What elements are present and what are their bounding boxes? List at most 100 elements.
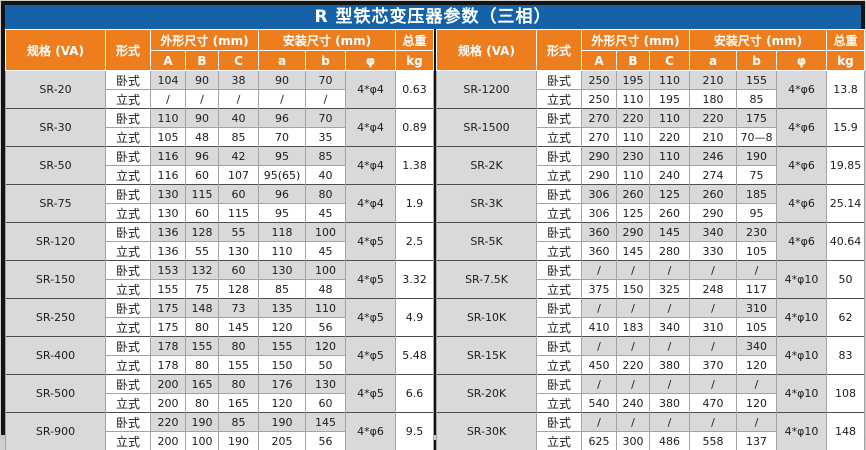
dim-cell: 165 bbox=[219, 394, 259, 413]
dim-cell: 340 bbox=[690, 223, 737, 242]
spec-cell: SR-3K bbox=[437, 185, 537, 223]
weight-cell: 83 bbox=[827, 337, 865, 375]
dim-cell: 70—8 bbox=[737, 128, 777, 147]
dim-cell: 120 bbox=[259, 318, 306, 337]
dim-cell: 60 bbox=[219, 185, 259, 204]
phi-cell: 4*φ4 bbox=[346, 109, 396, 147]
dim-cell: 486 bbox=[650, 432, 690, 450]
dim-cell: 60 bbox=[186, 204, 219, 223]
dim-cell: / bbox=[690, 261, 737, 280]
dim-cell: 155 bbox=[151, 280, 186, 299]
dim-cell: 220 bbox=[690, 109, 737, 128]
form-cell-horizontal: 卧式 bbox=[537, 109, 582, 128]
dim-cell: 80 bbox=[186, 318, 219, 337]
form-cell-vertical: 立式 bbox=[106, 204, 151, 223]
phi-cell: 4*φ5 bbox=[346, 299, 396, 337]
dim-cell: 145 bbox=[219, 318, 259, 337]
col-header-weight: 总重 bbox=[827, 30, 865, 51]
dim-cell: 195 bbox=[617, 71, 650, 90]
dim-cell: / bbox=[186, 90, 219, 109]
phi-cell: 4*φ10 bbox=[777, 337, 827, 375]
dim-cell: 155 bbox=[186, 337, 219, 356]
dim-cell: / bbox=[737, 261, 777, 280]
dim-cell: 450 bbox=[582, 356, 617, 375]
dim-cell: 165 bbox=[186, 375, 219, 394]
dim-cell: 145 bbox=[650, 223, 690, 242]
dim-cell: 153 bbox=[151, 261, 186, 280]
dim-cell: / bbox=[617, 337, 650, 356]
dim-cell: 240 bbox=[617, 394, 650, 413]
dim-cell: 120 bbox=[737, 394, 777, 413]
dim-cell: 70 bbox=[306, 71, 346, 90]
col-header-weight: 总重 bbox=[396, 30, 434, 51]
dim-cell: 110 bbox=[650, 147, 690, 166]
dim-cell: 120 bbox=[737, 356, 777, 375]
phi-cell: 4*φ4 bbox=[346, 185, 396, 223]
form-cell-vertical: 立式 bbox=[106, 356, 151, 375]
weight-cell: 15.9 bbox=[827, 109, 865, 147]
dim-cell: / bbox=[582, 299, 617, 318]
phi-cell: 4*φ6 bbox=[346, 413, 396, 450]
dim-cell: 96 bbox=[186, 147, 219, 166]
dim-cell: / bbox=[582, 413, 617, 432]
dim-cell: / bbox=[617, 299, 650, 318]
dim-cell: 85 bbox=[219, 413, 259, 432]
dim-cell: 104 bbox=[151, 71, 186, 90]
dim-cell: 116 bbox=[151, 147, 186, 166]
dim-cell: 110 bbox=[617, 166, 650, 185]
dim-cell: 96 bbox=[259, 109, 306, 128]
dim-cell: 105 bbox=[737, 318, 777, 337]
dim-cell: 150 bbox=[259, 356, 306, 375]
dim-cell: / bbox=[650, 375, 690, 394]
dim-cell: 195 bbox=[650, 90, 690, 109]
col-header-phi: φ bbox=[777, 51, 827, 71]
dim-cell: 130 bbox=[259, 261, 306, 280]
col-header-form: 形式 bbox=[537, 30, 582, 71]
phi-cell: 4*φ5 bbox=[346, 261, 396, 299]
dim-cell: 558 bbox=[690, 432, 737, 450]
dim-cell: 137 bbox=[737, 432, 777, 450]
dim-cell: 180 bbox=[690, 90, 737, 109]
dim-cell: / bbox=[219, 90, 259, 109]
form-cell-horizontal: 卧式 bbox=[537, 375, 582, 394]
phi-cell: 4*φ6 bbox=[777, 71, 827, 109]
weight-cell: 13.8 bbox=[827, 71, 865, 109]
form-cell-horizontal: 卧式 bbox=[106, 299, 151, 318]
form-cell-vertical: 立式 bbox=[537, 432, 582, 450]
form-cell-horizontal: 卧式 bbox=[106, 71, 151, 90]
spec-cell: SR-7.5K bbox=[437, 261, 537, 299]
dim-cell: / bbox=[259, 90, 306, 109]
col-header-spec: 规格 (VA) bbox=[6, 30, 106, 71]
dim-cell: 340 bbox=[737, 337, 777, 356]
dim-cell: 220 bbox=[650, 128, 690, 147]
phi-cell: 4*φ6 bbox=[777, 147, 827, 185]
dim-cell: 200 bbox=[151, 394, 186, 413]
dim-cell: / bbox=[737, 375, 777, 394]
form-cell-horizontal: 卧式 bbox=[537, 71, 582, 90]
dim-cell: 380 bbox=[650, 356, 690, 375]
spec-cell: SR-900 bbox=[6, 413, 106, 450]
dim-cell: 100 bbox=[306, 223, 346, 242]
dim-cell: 274 bbox=[690, 166, 737, 185]
dim-cell: 200 bbox=[151, 432, 186, 450]
dim-cell: 290 bbox=[617, 223, 650, 242]
dim-cell: 470 bbox=[690, 394, 737, 413]
dim-cell: 116 bbox=[151, 166, 186, 185]
dim-cell: 60 bbox=[306, 394, 346, 413]
form-cell-horizontal: 卧式 bbox=[537, 147, 582, 166]
dim-cell: 310 bbox=[737, 299, 777, 318]
spec-cell: SR-5K bbox=[437, 223, 537, 261]
dim-cell: 410 bbox=[582, 318, 617, 337]
dim-cell: 230 bbox=[737, 223, 777, 242]
form-cell-vertical: 立式 bbox=[537, 128, 582, 147]
dim-cell: 136 bbox=[151, 223, 186, 242]
dim-cell: 248 bbox=[690, 280, 737, 299]
dim-cell: 110 bbox=[650, 71, 690, 90]
col-header-spec: 规格 (VA) bbox=[437, 30, 537, 71]
dim-cell: 105 bbox=[151, 128, 186, 147]
weight-cell: 1.38 bbox=[396, 147, 434, 185]
dim-cell: 90 bbox=[186, 71, 219, 90]
